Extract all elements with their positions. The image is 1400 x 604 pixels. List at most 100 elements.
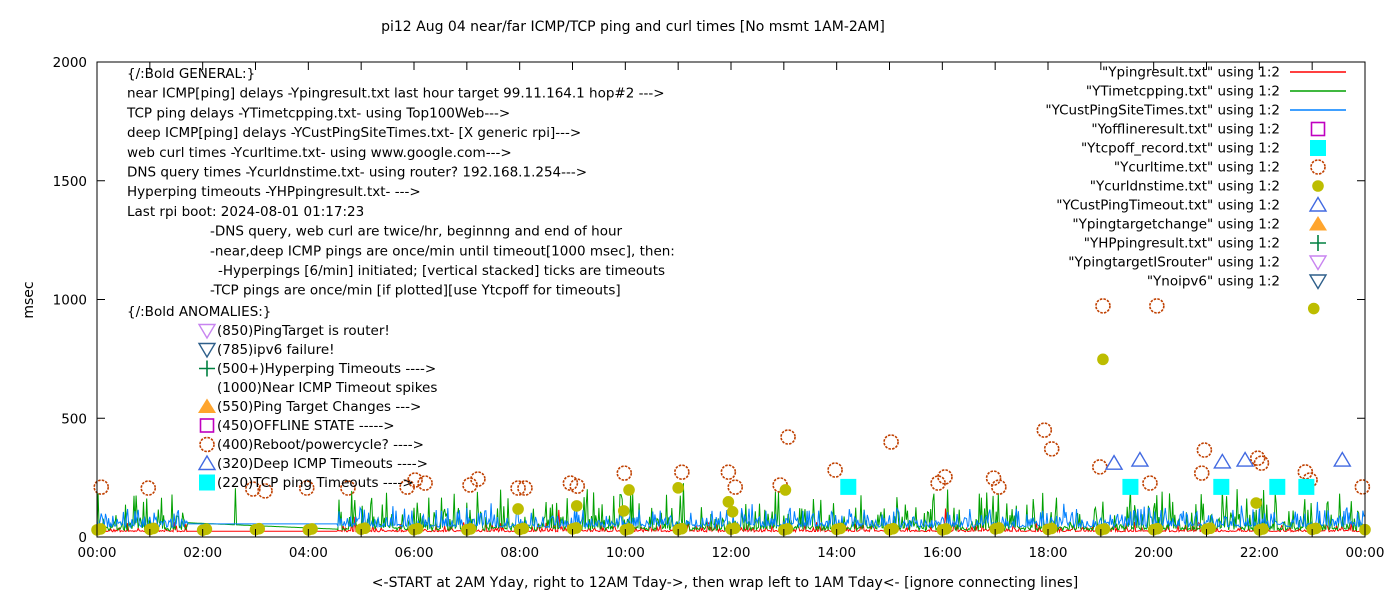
x-tick-label: 00:00 [1346,545,1385,561]
legend-marker-circle-open [1310,159,1326,175]
data-point-circle-filled [722,496,735,508]
general-note-line: -DNS query, web curl are twice/hr, begin… [210,224,623,240]
dns-baseline-dot [1204,522,1216,535]
data-point-circle-filled [623,484,635,496]
legend-marker-square-filled [1310,140,1326,156]
legend-item: "YCustPingSiteTimes.txt" using 1:2 [1045,103,1346,119]
anomaly-marker-triangle-down-open [197,323,217,340]
data-point-circle-open [930,475,946,491]
data-point-circle-open [937,469,953,485]
data-point-circle-open [674,464,690,480]
data-point-triangle-up-open [1104,454,1124,470]
general-note-line: Hyperping timeouts -YHPpingresult.txt- -… [127,184,421,200]
y-tick-label: 1500 [53,174,87,190]
data-point-circle-open [462,477,478,493]
data-point-circle-open [569,478,586,494]
anomaly-label: (550)Ping Target Changes ---> [217,399,421,415]
general-note-line: near ICMP[ping] delays -Ypingresult.txt … [127,86,665,102]
legend-item: "YpingtargetISrouter" using 1:2 [1068,255,1328,271]
y-tick-label: 500 [61,411,87,427]
data-point-circle-open [720,464,737,480]
dns-baseline-dot [570,522,582,534]
x-tick-label: 12:00 [712,545,751,561]
anomaly-label: (220)TCP ping Timeouts ----> [217,475,414,491]
data-point-circle-open [257,483,273,499]
data-point-circle-open [727,479,744,495]
data-point-circle-filled [779,484,792,496]
x-tick-label: 08:00 [500,545,539,561]
dns-baseline-dot [1151,522,1164,535]
general-note-line: -Hyperpings [6/min] initiated; [vertical… [218,263,665,279]
data-point-circle-filled [726,506,739,518]
legend-marker-triangle-up-filled [1309,216,1327,231]
x-tick-label: 16:00 [923,545,962,561]
legend-label: "YTimetcpping.txt" using 1:2 [1086,84,1280,100]
dns-baseline-dot [728,522,741,535]
y-tick-label: 2000 [53,55,87,71]
legend-item: "Ytcpoff_record.txt" using 1:2 [1081,140,1326,157]
legend-marker-square-open [1310,121,1326,137]
data-point-circle-open [1302,472,1318,488]
legend-label: "Yofflineresult.txt" using 1:2 [1091,122,1280,138]
data-point-circle-filled [672,482,684,494]
anomaly-key-item: (1000)Near ICMP Timeout spikes [217,380,437,396]
dns-baseline-dot [1045,522,1058,535]
anomalies-header: {/:Bold ANOMALIES:} [127,304,271,320]
x-tick-label: 22:00 [1240,545,1279,561]
dns-baseline-dot [834,522,847,535]
data-point-circle-open [340,480,356,496]
legend-label: "Ypingtargetchange" using 1:2 [1072,217,1280,233]
data-point-circle-open [510,480,526,496]
anomaly-label: (500+)Hyperping Timeouts ----> [217,361,436,377]
legend-item: "Ycurldnstime.txt" using 1:2 [1090,179,1324,195]
data-point-triangle-up-open [1213,453,1232,469]
data-point-circle-open [93,479,110,495]
general-note-line: TCP ping delays -YTimetcpping.txt- using… [126,105,510,121]
general-note-line: DNS query times -Ycurldnstime.txt- using… [127,165,587,181]
dns-baseline-dot [253,522,265,535]
dns-baseline-dot [940,523,952,535]
x-tick-label: 04:00 [289,545,328,561]
anomaly-label: (850)PingTarget is router! [217,323,390,339]
data-point-circle-open [1091,459,1108,475]
anomaly-label: (785)ipv6 failure! [217,342,335,358]
legend-label: "Ynoipv6" using 1:2 [1147,274,1280,290]
x-tick-label: 02:00 [183,545,222,561]
legend-label: "Ytcpoff_record.txt" using 1:2 [1081,141,1280,157]
data-point-circle-open [1193,465,1210,481]
anomaly-key-item: (400)Reboot/powercycle? ----> [199,436,424,453]
x-axis-label: <-START at 2AM Yday, right to 12AM Tday-… [372,575,1078,591]
data-point-circle-open [517,480,533,496]
data-point-square-filled [840,478,857,495]
dns-baseline-dot [306,523,318,535]
data-point-circle-open [1196,442,1213,458]
anomaly-marker-square-open [199,418,215,433]
x-tick-label: 20:00 [1134,545,1173,561]
general-note-line: -TCP pings are once/min [if plotted][use… [210,283,621,299]
dns-baseline-dot [94,523,107,535]
in-plot-notes-group: {/:Bold GENERAL:} near ICMP[ping] delays … [126,66,675,491]
dns-baseline-dot [887,522,899,535]
anomaly-label: (450)OFFLINE STATE -----> [217,418,395,434]
data-point-triangle-up-open [1130,451,1150,467]
data-point-circle-open [1253,455,1270,471]
data-point-circle-filled [512,503,524,515]
anomaly-key-item: (320)Deep ICMP Timeouts ----> [197,454,428,472]
general-note-line: -near,deep ICMP pings are once/min until… [210,243,675,259]
data-point-circle-filled [1307,302,1320,315]
legend-item: "YHPpingresult.txt" using 1:2 [1084,235,1326,252]
dns-baseline-dot [623,523,635,535]
anomaly-key-item: (450)OFFLINE STATE -----> [199,418,395,434]
anomaly-key-item: (550)Ping Target Changes ---> [198,398,421,415]
data-point-circle-open [1354,479,1371,495]
anomaly-key-item: (785)ipv6 failure! [197,342,335,359]
chart-title: pi12 Aug 04 near/far ICMP/TCP ping and c… [381,19,885,35]
legend-marker-plus [1310,235,1326,251]
data-point-circle-open [991,479,1007,495]
anomaly-key-item: (500+)Hyperping Timeouts ----> [199,360,436,377]
anomaly-label: (320)Deep ICMP Timeouts ----> [217,456,428,472]
dns-baseline-dot [359,522,371,535]
anomaly-marker-triangle-up-filled [198,398,216,413]
dns-baseline-dot [1257,523,1269,535]
